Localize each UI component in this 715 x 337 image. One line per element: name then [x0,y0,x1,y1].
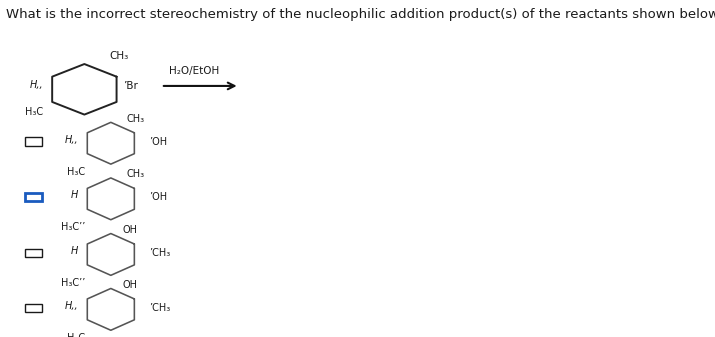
Text: What is the incorrect stereochemistry of the nucleophilic addition product(s) of: What is the incorrect stereochemistry of… [6,8,715,22]
Text: ’OH: ’OH [149,136,167,147]
Text: H₃C: H₃C [67,333,85,337]
Text: H,,: H,, [64,135,78,145]
Text: OH: OH [122,225,137,235]
Text: H₃C’’: H₃C’’ [61,222,85,233]
Text: CH₃: CH₃ [127,169,144,179]
Text: ’OH: ’OH [149,192,167,202]
Text: H₂O/EtOH: H₂O/EtOH [169,66,220,76]
Text: H₃C: H₃C [25,107,43,117]
Text: ’CH₃: ’CH₃ [149,248,171,258]
Text: CH₃: CH₃ [127,114,144,124]
Text: H,,: H,, [30,80,44,90]
Text: ’Br: ’Br [123,81,138,91]
Text: H₃C’’: H₃C’’ [61,278,85,288]
Text: H: H [71,190,78,201]
Text: H,,: H,, [64,301,78,311]
Text: CH₃: CH₃ [109,51,129,61]
Text: ’CH₃: ’CH₃ [149,303,171,313]
Text: H₃C: H₃C [67,167,85,177]
Text: H: H [71,246,78,256]
Text: OH: OH [122,280,137,290]
